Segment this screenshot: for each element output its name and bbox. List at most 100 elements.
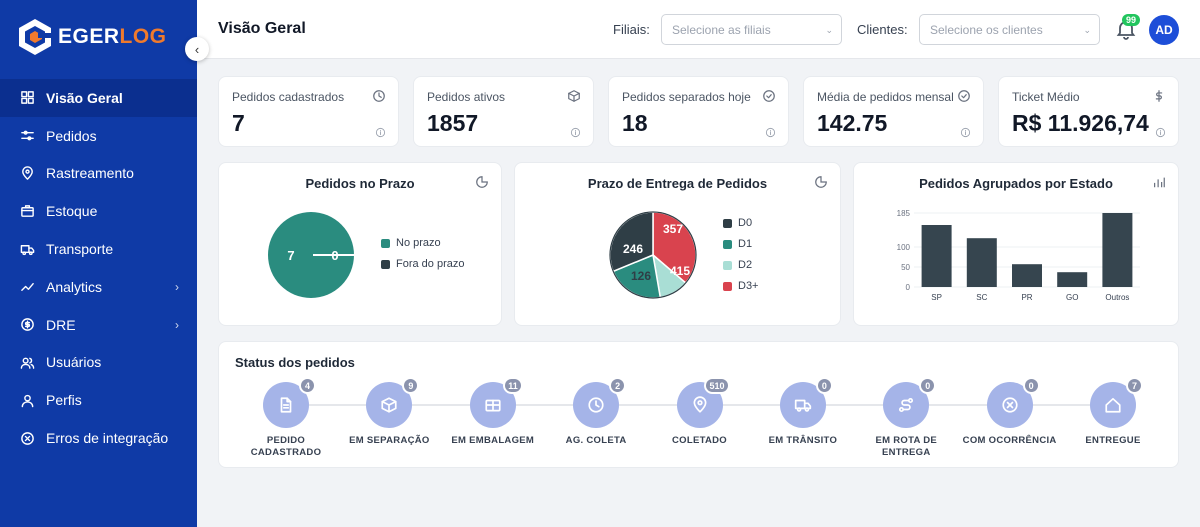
pie-slice-no-prazo[interactable]	[268, 212, 354, 298]
bar-pr[interactable]	[1012, 264, 1042, 287]
legend-item[interactable]: No prazo	[381, 237, 441, 249]
sidebar-item-transporte[interactable]: Transporte	[0, 230, 197, 268]
sidebar-item-dre[interactable]: DRE ›	[0, 306, 197, 344]
nav-glyph	[21, 166, 33, 180]
bar-outros[interactable]	[1102, 213, 1133, 287]
filiais-placeholder: Selecione as filiais	[672, 23, 771, 37]
sidebar: EGERLOG Visão Geral Pedidos Rastreamento…	[0, 0, 197, 527]
sidebar-item-pedidos[interactable]: Pedidos	[0, 117, 197, 155]
legend-item[interactable]: D3+	[723, 280, 759, 292]
sidebar-item-visao-geral[interactable]: Visão Geral	[0, 79, 197, 117]
legend-label: No prazo	[396, 237, 441, 249]
status-step-label: COM OCORRÊNCIA	[962, 435, 1057, 446]
info-tooltip[interactable]	[765, 125, 776, 138]
document-icon	[280, 397, 292, 413]
stat-label: Pedidos separados hoje	[622, 90, 751, 104]
status-step-button[interactable]: 510	[676, 377, 730, 428]
collapse-sidebar-button[interactable]: ‹	[185, 37, 209, 61]
sidebar-item-estoque[interactable]: Estoque	[0, 192, 197, 230]
chevron-right-icon: ›	[175, 279, 179, 294]
bar-sp[interactable]	[921, 225, 952, 287]
logo-text: EGERLOG	[58, 25, 167, 48]
bar-go[interactable]	[1057, 272, 1088, 287]
info-tooltip[interactable]	[570, 125, 581, 138]
status-step-button[interactable]: 0	[883, 377, 937, 428]
legend-item[interactable]: D0	[723, 217, 752, 229]
sidebar-item-perfis[interactable]: Perfis	[0, 381, 197, 419]
legend-swatch	[381, 259, 390, 269]
status-count-badge: 11	[503, 377, 523, 394]
trend-icon	[19, 279, 35, 295]
route-icon	[899, 397, 914, 413]
pie-chart-entrega: 357 415 246 126	[609, 211, 697, 299]
box-icon	[19, 203, 35, 219]
x-circle-icon	[19, 430, 35, 446]
logo[interactable]: EGERLOG	[18, 18, 167, 56]
info-icon	[765, 127, 776, 138]
pie-data-label: 0	[331, 248, 338, 263]
status-step-button[interactable]: 0	[779, 377, 833, 428]
status-step-button[interactable]: 11	[469, 377, 523, 428]
status-step-button[interactable]: 2	[573, 377, 627, 428]
clientes-select[interactable]: Selecione os clientes ⌄	[919, 14, 1100, 45]
panel-title: Prazo de Entrega de Pedidos	[587, 176, 768, 191]
panel-status-pedidos: Status dos pedidos 4 PEDIDO CADASTRADO 9…	[218, 341, 1179, 468]
stat-value: 18	[622, 110, 648, 136]
panel-pedidos-por-estado: Pedidos Agrupados por Estado 0 50 100 185 SP…	[853, 162, 1179, 326]
nav-glyph	[20, 318, 34, 331]
avatar[interactable]: AD	[1149, 15, 1179, 45]
nav-glyph	[20, 283, 34, 292]
status-title: Status dos pedidos	[235, 355, 355, 370]
bar-sc[interactable]	[966, 238, 997, 287]
stat-value: 142.75	[817, 110, 888, 136]
info-icon	[960, 127, 971, 138]
info-tooltip[interactable]	[1155, 125, 1166, 138]
sidebar-item-analytics[interactable]: Analytics ›	[0, 268, 197, 306]
nav-glyph	[20, 244, 34, 255]
header: Visão Geral Filiais: Selecione as filiai…	[197, 0, 1200, 59]
legend-swatch	[381, 238, 390, 248]
status-step-label: EM ROTA DE ENTREGA	[875, 435, 938, 458]
sidebar-item-label: DRE	[46, 316, 76, 333]
page-title: Visão Geral	[218, 20, 306, 37]
status-count-badge: 0	[919, 377, 937, 394]
map-pin-icon	[693, 396, 706, 413]
legend-label: D1	[738, 238, 753, 250]
pie-chart-icon[interactable]	[814, 175, 828, 189]
chevron-down-icon: ⌄	[825, 25, 833, 35]
sidebar-item-rastreamento[interactable]: Rastreamento	[0, 155, 197, 193]
panel-prazo-entrega: Prazo de Entrega de Pedidos 357 415 246 126…	[514, 162, 841, 326]
status-step-button[interactable]: 0	[986, 377, 1040, 428]
legend-label: D2	[738, 259, 753, 271]
legend-item[interactable]: D2	[723, 259, 752, 271]
pie-chart-icon[interactable]	[475, 175, 489, 189]
dollar-circle-icon	[19, 317, 35, 333]
stat-value: 1857	[427, 110, 479, 136]
chevron-down-icon: ⌄	[1083, 25, 1091, 35]
status-step-button[interactable]: 4	[263, 377, 316, 428]
status-step-button[interactable]: 7	[1090, 377, 1143, 428]
chevron-right-icon: ›	[175, 317, 179, 332]
legend-item[interactable]: D1	[723, 238, 752, 250]
sidebar-item-usuarios[interactable]: Usuários	[0, 344, 197, 382]
status-step: 4 PEDIDO CADASTRADO	[231, 377, 341, 459]
bar-chart-icon[interactable]	[1152, 175, 1166, 189]
legend-item[interactable]: Fora do prazo	[381, 258, 464, 270]
y-tick-label: 50	[901, 263, 910, 272]
nav-glyph	[20, 357, 34, 369]
y-tick-label: 100	[897, 243, 911, 252]
legend-swatch	[723, 281, 732, 291]
status-count-badge: 0	[815, 377, 833, 394]
status-step-button[interactable]: 9	[366, 377, 420, 428]
info-tooltip[interactable]	[960, 125, 971, 138]
sidebar-item-label: Rastreamento	[46, 165, 134, 182]
sidebar-item-erros-de-integracao[interactable]: Erros de integração	[0, 419, 197, 457]
info-tooltip[interactable]	[375, 125, 386, 138]
filiais-select[interactable]: Selecione as filiais ⌄	[661, 14, 842, 45]
truck-icon	[794, 399, 812, 412]
sidebar-item-label: Visão Geral	[46, 89, 123, 106]
status-count-badge: 7	[1126, 377, 1143, 394]
egerlog-logo-icon	[19, 19, 52, 55]
info-icon	[570, 127, 581, 138]
